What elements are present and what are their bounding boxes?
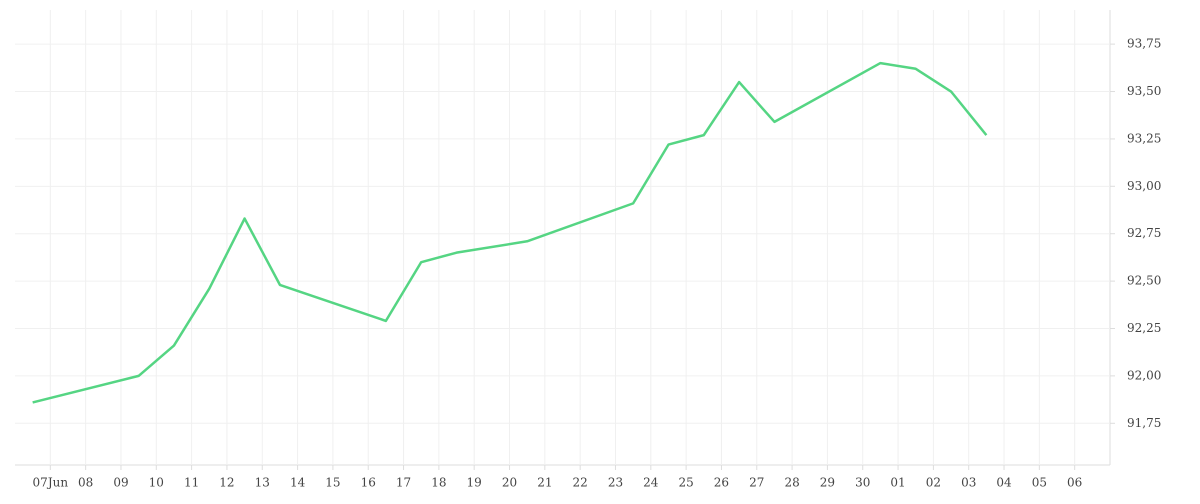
x-tick-label: 17 <box>396 476 411 490</box>
x-tick-label: 12 <box>219 476 234 490</box>
data-line <box>32 61 988 404</box>
x-tick-label: 22 <box>573 476 588 490</box>
y-tick-label: 92,75 <box>1127 226 1161 240</box>
x-tick-label: 21 <box>537 476 552 490</box>
x-tick-label: 01 <box>890 476 905 490</box>
x-tick-label: 15 <box>325 476 340 490</box>
x-tick-label: 06 <box>1067 476 1082 490</box>
x-tick-label: 13 <box>255 476 270 490</box>
y-tick-label: 91,75 <box>1127 416 1161 430</box>
y-tick-label: 93,75 <box>1127 37 1161 51</box>
x-tick-label: 03 <box>961 476 976 490</box>
x-tick-label: 19 <box>467 476 482 490</box>
x-tick-label: 02 <box>926 476 941 490</box>
y-tick-label: 93,25 <box>1127 131 1161 145</box>
x-tick-label: 05 <box>1032 476 1047 490</box>
x-tick-label: 08 <box>78 476 93 490</box>
x-tick-label: 27 <box>749 476 764 490</box>
y-tick-label: 92,00 <box>1127 368 1161 382</box>
x-tick-label: 16 <box>361 476 376 490</box>
x-tick-label: 24 <box>643 476 659 490</box>
x-tick-label: 14 <box>290 476 306 490</box>
x-tick-label: 04 <box>996 476 1012 490</box>
y-tick-label: 93,50 <box>1127 84 1161 98</box>
x-tick-label: 20 <box>502 476 517 490</box>
x-tick-label: 30 <box>855 476 870 490</box>
y-tick-label: 92,25 <box>1127 321 1161 335</box>
x-tick-label: 11 <box>184 476 199 490</box>
x-tick-label: 25 <box>678 476 693 490</box>
x-tick-label: 29 <box>820 476 835 490</box>
x-tick-label: 07Jun <box>33 476 69 490</box>
y-tick-label: 93,00 <box>1127 179 1161 193</box>
x-tick-label: 28 <box>784 476 799 490</box>
x-tick-label: 18 <box>431 476 446 490</box>
x-tick-label: 10 <box>149 476 164 490</box>
x-tick-label: 26 <box>714 476 729 490</box>
x-tick-label: 09 <box>113 476 128 490</box>
x-tick-label: 23 <box>608 476 623 490</box>
y-tick-label: 92,50 <box>1127 274 1161 288</box>
